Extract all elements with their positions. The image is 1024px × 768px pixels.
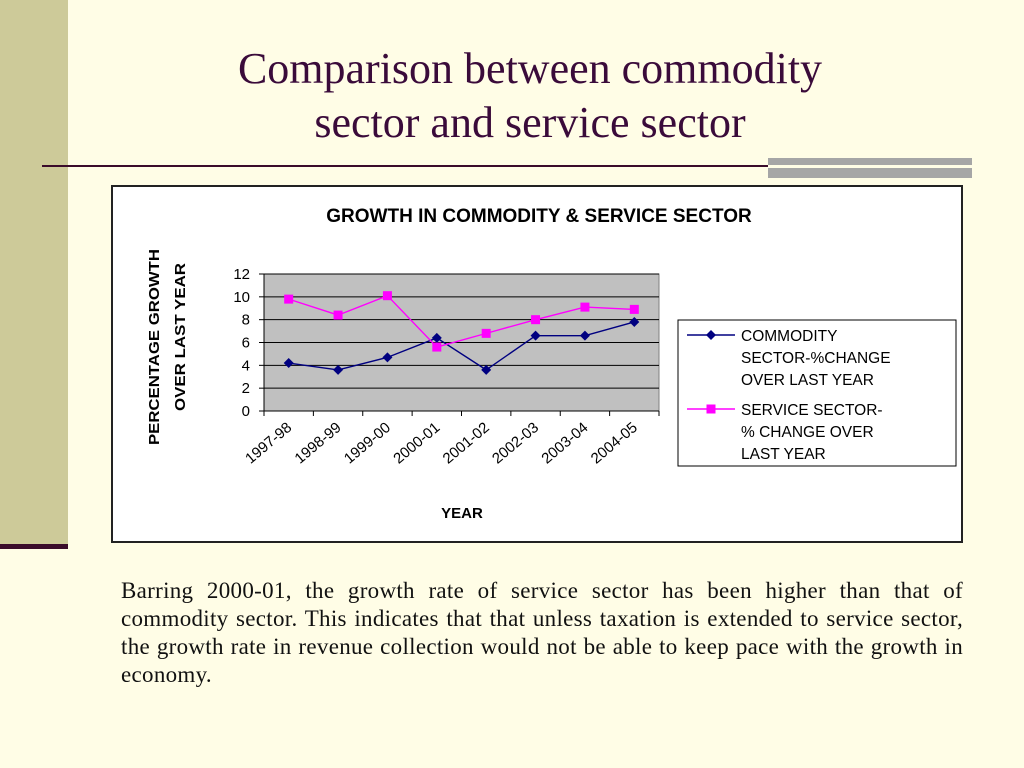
plot-area: 0246810121997-981998-991999-002000-01200…	[233, 266, 660, 467]
x-axis-label: YEAR	[441, 505, 483, 522]
service-series-line	[288, 294, 635, 348]
x-tick-label: 1998-99	[292, 419, 345, 467]
slide-caption: Barring 2000-01, the growth rate of serv…	[121, 578, 963, 687]
chart-title: GROWTH IN COMMODITY & SERVICE SECTOR	[326, 206, 752, 227]
chart-container: GROWTH IN COMMODITY & SERVICE SECTOR PER…	[111, 185, 963, 543]
y-tick-label: 10	[233, 289, 250, 306]
service-data-point	[629, 304, 639, 314]
y-tick-label: 12	[233, 266, 250, 283]
left-decorative-band	[0, 0, 68, 548]
y-axis-label-line-1: PERCENTAGE GROWTH	[146, 249, 163, 445]
service-legend-label: % CHANGE OVER	[741, 424, 874, 441]
y-axis-label-line-2: OVER LAST YEAR	[172, 263, 189, 411]
x-tick-label: 1999-00	[341, 419, 394, 467]
legend-box	[677, 319, 957, 467]
service-data-point	[382, 291, 392, 301]
slide-title: Comparison between commodity sector and …	[110, 42, 950, 150]
chart-legend: COMMODITY SECTOR-%CHANGE OVER LAST YEAR SER…	[677, 319, 957, 467]
service-data-point	[432, 342, 442, 352]
x-tick-label: 2002-03	[489, 419, 542, 467]
service-data-point	[580, 302, 590, 312]
commodity-legend-label: SECTOR-%CHANGE	[741, 350, 891, 367]
commodity-data-point	[629, 316, 640, 327]
commodity-legend-label: COMMODITY	[741, 328, 837, 345]
service-legend-label: LAST YEAR	[741, 446, 826, 463]
service-data-point	[531, 315, 541, 325]
title-accent-bar	[768, 158, 972, 178]
y-tick-label: 8	[242, 312, 250, 329]
service-data-point	[333, 310, 343, 320]
service-legend-label: SERVICE SECTOR-	[741, 402, 883, 419]
x-tick-label: 2003-04	[538, 419, 591, 467]
y-tick-label: 6	[242, 335, 250, 352]
x-tick-label: 2000-01	[390, 419, 443, 467]
y-tick-label: 2	[242, 380, 250, 397]
x-tick-label: 2004-05	[588, 419, 641, 467]
commodity-data-point	[333, 364, 344, 375]
y-tick-label: 4	[242, 357, 250, 374]
x-tick-label: 2001-02	[440, 419, 493, 467]
commodity-series-line	[288, 321, 635, 371]
slide-title-line-2: sector and service sector	[314, 98, 746, 147]
title-underline	[42, 165, 972, 167]
service-data-point	[284, 294, 294, 304]
commodity-legend-label: OVER LAST YEAR	[741, 372, 874, 389]
commodity-data-point	[530, 330, 541, 341]
y-tick-label: 0	[242, 403, 250, 420]
commodity-data-point	[283, 358, 294, 369]
commodity-data-point	[431, 332, 442, 343]
x-tick-label: 1997-98	[242, 419, 295, 467]
slide-title-line-1: Comparison between commodity	[237, 44, 823, 93]
commodity-data-point	[382, 352, 393, 363]
commodity-legend-marker	[706, 330, 716, 340]
service-data-point	[481, 328, 491, 338]
commodity-data-point	[579, 330, 590, 341]
service-legend-marker	[706, 404, 716, 414]
commodity-data-point	[481, 364, 492, 375]
line-chart: GROWTH IN COMMODITY & SERVICE SECTOR PER…	[146, 206, 957, 522]
left-band-divider	[0, 544, 68, 549]
